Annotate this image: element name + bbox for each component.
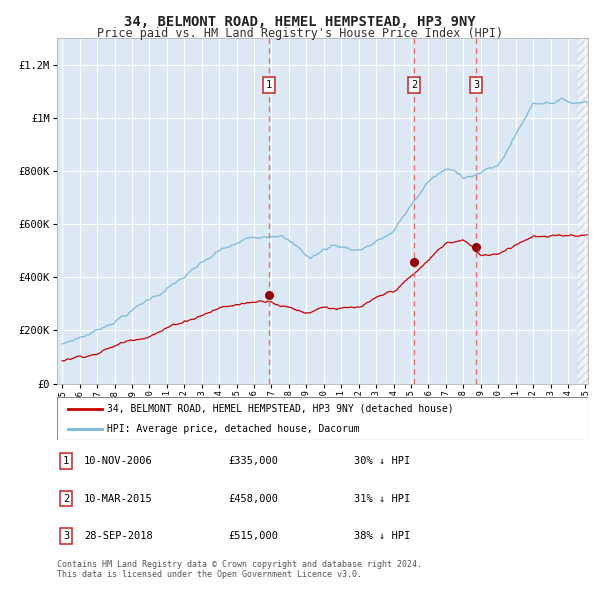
Text: 34, BELMONT ROAD, HEMEL HEMPSTEAD, HP3 9NY: 34, BELMONT ROAD, HEMEL HEMPSTEAD, HP3 9… [124, 15, 476, 29]
Text: 34, BELMONT ROAD, HEMEL HEMPSTEAD, HP3 9NY (detached house): 34, BELMONT ROAD, HEMEL HEMPSTEAD, HP3 9… [107, 404, 454, 414]
Text: 2: 2 [63, 494, 69, 503]
Text: HPI: Average price, detached house, Dacorum: HPI: Average price, detached house, Daco… [107, 424, 360, 434]
Text: 3: 3 [473, 80, 479, 90]
Text: Contains HM Land Registry data © Crown copyright and database right 2024.
This d: Contains HM Land Registry data © Crown c… [57, 560, 422, 579]
Text: 1: 1 [63, 457, 69, 466]
Text: 10-MAR-2015: 10-MAR-2015 [84, 494, 153, 503]
Text: 3: 3 [63, 531, 69, 540]
Text: 28-SEP-2018: 28-SEP-2018 [84, 531, 153, 540]
Text: £515,000: £515,000 [228, 531, 278, 540]
Text: £335,000: £335,000 [228, 457, 278, 466]
Text: 2: 2 [411, 80, 418, 90]
FancyBboxPatch shape [57, 397, 588, 440]
Text: Price paid vs. HM Land Registry's House Price Index (HPI): Price paid vs. HM Land Registry's House … [97, 27, 503, 40]
Text: 31% ↓ HPI: 31% ↓ HPI [354, 494, 410, 503]
Text: 38% ↓ HPI: 38% ↓ HPI [354, 531, 410, 540]
Text: £458,000: £458,000 [228, 494, 278, 503]
Text: 30% ↓ HPI: 30% ↓ HPI [354, 457, 410, 466]
Text: 10-NOV-2006: 10-NOV-2006 [84, 457, 153, 466]
Text: 1: 1 [266, 80, 272, 90]
